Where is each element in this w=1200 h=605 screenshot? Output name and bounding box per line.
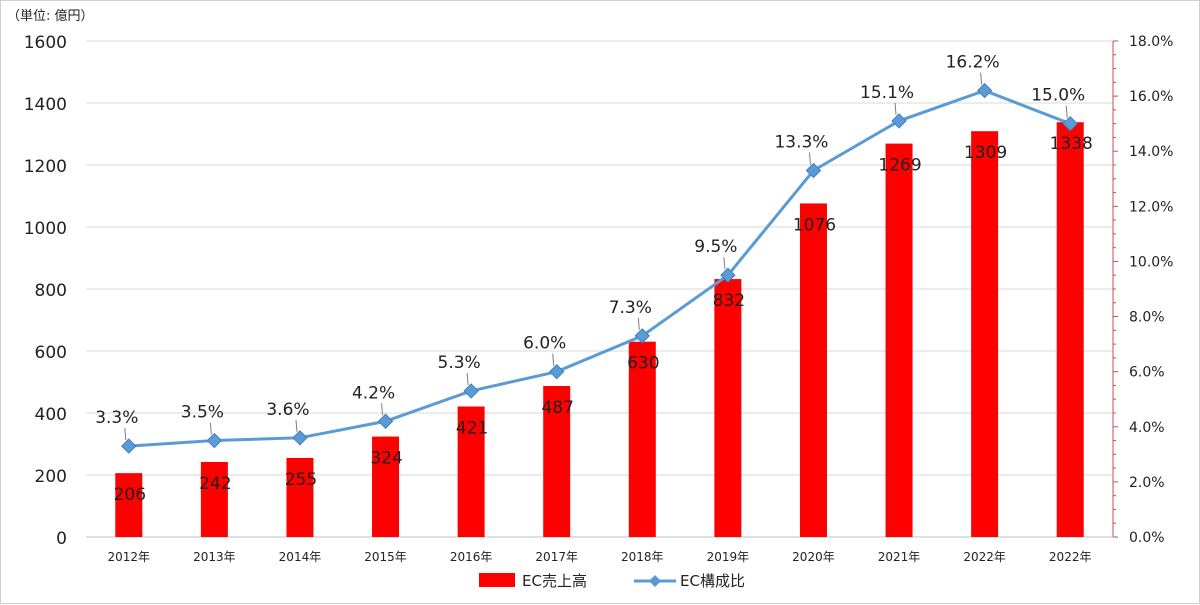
y-left-tick-label: 1000 <box>24 219 67 239</box>
data-label-leader <box>295 419 298 432</box>
bar-ec-sales <box>799 203 827 537</box>
bar-ec-sales <box>971 131 999 537</box>
bar-data-label: 1269 <box>878 156 921 176</box>
point-ec-ratio <box>1062 115 1078 132</box>
data-label-leader <box>894 102 897 115</box>
point-ec-ratio <box>377 413 394 429</box>
point-ec-ratio <box>121 438 137 454</box>
data-label-leader <box>1065 105 1068 118</box>
y-right-tick-label: 2.0% <box>1129 475 1165 491</box>
line-data-label: 5.3% <box>438 353 481 373</box>
unit-label: （単位: 億円） <box>7 9 94 24</box>
bar-data-label: 206 <box>114 485 146 505</box>
point-ec-ratio <box>805 162 822 179</box>
x-tick-label: 2015年 <box>364 550 407 564</box>
line-data-label: 15.0% <box>1031 86 1085 106</box>
point-ec-ratio <box>206 432 223 449</box>
line-data-label: 13.3% <box>774 133 828 153</box>
bar-data-label: 1309 <box>964 143 1007 163</box>
y-right-tick-label: 16.0% <box>1129 89 1173 105</box>
x-tick-label: 2012年 <box>108 550 151 564</box>
data-label-leader <box>466 372 469 385</box>
data-label-leader <box>124 428 127 441</box>
legend-swatch-ec-sales <box>479 573 515 587</box>
x-tick-label: 2017年 <box>535 550 578 564</box>
y-left-tick-label: 1600 <box>24 33 67 53</box>
y-right-tick-label: 12.0% <box>1129 199 1173 215</box>
bar-ec-sales <box>372 436 400 537</box>
bar-data-label: 324 <box>370 449 402 469</box>
y-right-tick-label: 0.0% <box>1129 530 1165 546</box>
line-ec-ratio <box>128 89 1071 448</box>
point-ec-ratio <box>634 328 650 344</box>
y-right-tick-label: 18.0% <box>1129 34 1173 50</box>
point-ec-ratio <box>720 267 736 283</box>
bar-ec-sales <box>543 386 571 537</box>
point-ec-ratio <box>463 383 479 399</box>
bar-ec-sales <box>885 143 913 538</box>
bar-data-label: 832 <box>713 291 745 311</box>
line-data-label: 9.5% <box>694 237 737 257</box>
y-left-tick-label: 200 <box>35 467 67 487</box>
bar-ec-sales <box>115 473 143 537</box>
y-right-tick-label: 8.0% <box>1129 310 1165 326</box>
data-label-leader <box>808 152 811 165</box>
point-ec-ratio <box>549 363 565 380</box>
bar-data-label: 1076 <box>793 215 836 235</box>
y-left-tick-label: 0 <box>56 529 67 549</box>
data-label-leader <box>552 353 555 366</box>
line-data-label: 3.3% <box>95 408 138 428</box>
y-left-tick-label: 800 <box>35 281 67 301</box>
legend-marker-ec-ratio <box>649 575 661 587</box>
x-tick-label: 2018年 <box>621 550 664 564</box>
legend-label-ec-sales: EC売上高 <box>522 572 587 590</box>
bar-data-label: 255 <box>285 470 317 490</box>
bar-ec-sales <box>457 406 485 537</box>
bar-ec-sales <box>714 279 742 537</box>
bar-data-label: 242 <box>199 474 231 494</box>
bar-ec-sales <box>628 341 656 537</box>
line-data-label: 16.2% <box>946 53 1000 73</box>
point-ec-ratio <box>891 113 907 129</box>
line-data-label: 6.0% <box>523 334 566 354</box>
y-right-tick-label: 6.0% <box>1129 365 1165 381</box>
bar-ec-sales <box>286 457 314 537</box>
line-data-label: 3.6% <box>266 400 309 420</box>
x-tick-label: 2022年 <box>963 550 1006 564</box>
bar-ec-sales <box>1056 122 1084 537</box>
point-ec-ratio <box>292 430 308 446</box>
bar-data-label: 1338 <box>1050 134 1093 154</box>
line-data-label: 4.2% <box>352 383 395 403</box>
x-tick-label: 2022年 <box>1049 550 1092 564</box>
bar-data-label: 487 <box>541 398 573 418</box>
x-tick-label: 2019年 <box>707 550 750 564</box>
y-right-tick-label: 14.0% <box>1129 144 1173 160</box>
legend-label-ec-ratio: EC構成比 <box>680 572 745 590</box>
point-ec-ratio <box>976 82 993 99</box>
line-data-label: 3.5% <box>181 403 224 423</box>
x-tick-label: 2021年 <box>878 550 921 564</box>
data-label-leader <box>637 317 640 330</box>
data-label-leader <box>723 257 726 270</box>
y-right-tick-label: 4.0% <box>1129 420 1165 436</box>
data-label-leader <box>209 422 212 435</box>
y-left-tick-label: 400 <box>35 405 67 425</box>
line-data-label: 15.1% <box>860 83 914 103</box>
y-left-tick-label: 600 <box>35 343 67 363</box>
bar-data-label: 421 <box>456 418 488 438</box>
line-data-label: 7.3% <box>609 298 652 318</box>
x-tick-label: 2013年 <box>193 550 236 564</box>
data-label-leader <box>980 72 983 85</box>
y-left-tick-label: 1400 <box>24 95 67 115</box>
bar-data-label: 630 <box>627 354 659 374</box>
y-right-tick-label: 10.0% <box>1129 254 1173 270</box>
x-tick-label: 2020年 <box>792 550 835 564</box>
x-tick-label: 2016年 <box>450 550 493 564</box>
x-tick-label: 2014年 <box>279 550 322 564</box>
bar-ec-sales <box>200 461 228 537</box>
data-label-leader <box>381 403 384 416</box>
y-left-tick-label: 1200 <box>24 157 67 177</box>
